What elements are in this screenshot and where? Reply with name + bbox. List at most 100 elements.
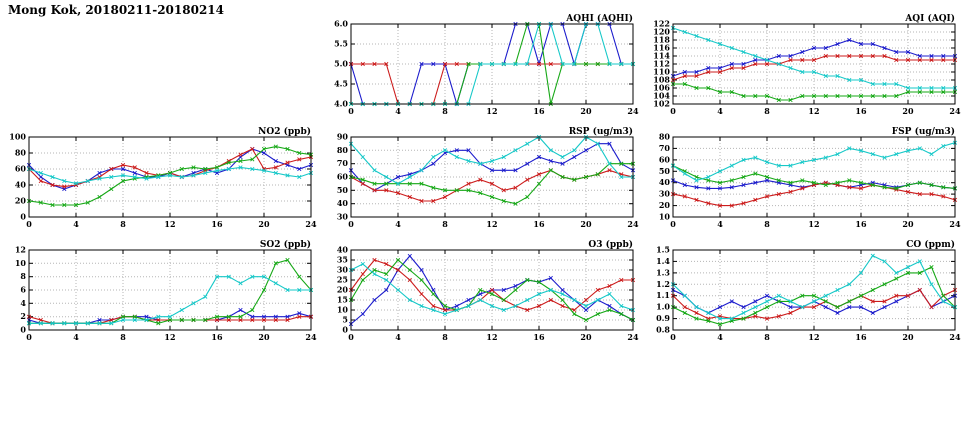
svg-text:RSP (ug/m3): RSP (ug/m3) xyxy=(569,126,633,137)
svg-text:20: 20 xyxy=(258,219,270,229)
svg-text:0: 0 xyxy=(20,325,26,335)
svg-text:24: 24 xyxy=(305,332,317,342)
svg-text:16: 16 xyxy=(855,332,867,342)
svg-text:NO2 (ppb): NO2 (ppb) xyxy=(258,126,311,137)
svg-text:O3 (ppb): O3 (ppb) xyxy=(588,239,633,250)
svg-text:24: 24 xyxy=(627,332,639,342)
svg-text:FSP (ug/m3): FSP (ug/m3) xyxy=(892,126,955,137)
svg-text:1.3: 1.3 xyxy=(656,267,670,277)
chart-aqhi: 4.0 4.5 5.0 5.5 6.0 0 4 8 12 16 20 24 AQHI (AQHI) xyxy=(324,13,646,117)
svg-text:4: 4 xyxy=(395,332,401,342)
svg-text:12: 12 xyxy=(15,245,26,255)
svg-text:108: 108 xyxy=(653,75,670,85)
svg-text:20: 20 xyxy=(337,285,349,295)
svg-text:0.8: 0.8 xyxy=(656,325,670,335)
svg-text:4: 4 xyxy=(73,332,79,342)
svg-text:60: 60 xyxy=(337,172,349,182)
svg-text:12: 12 xyxy=(164,332,175,342)
chart-so2: 0 2 4 6 8 10 12 0 4 8 12 16 20 24 SO2 (ppb) xyxy=(2,239,324,343)
svg-text:1.0: 1.0 xyxy=(656,302,670,312)
svg-text:2: 2 xyxy=(20,311,26,321)
svg-text:16: 16 xyxy=(533,106,545,116)
svg-text:20: 20 xyxy=(902,219,914,229)
chart-aqi: 102 104 106 108 110 112 114 116 118 120 122 0 4 8 12 16… xyxy=(646,13,968,117)
svg-text:116: 116 xyxy=(653,43,670,53)
svg-text:20: 20 xyxy=(580,219,592,229)
svg-text:20: 20 xyxy=(258,332,270,342)
svg-text:70: 70 xyxy=(659,143,671,153)
svg-text:30: 30 xyxy=(659,189,671,199)
svg-text:80: 80 xyxy=(659,132,671,142)
svg-text:4: 4 xyxy=(395,219,401,229)
svg-text:4: 4 xyxy=(717,219,723,229)
svg-text:10: 10 xyxy=(15,258,27,268)
svg-text:12: 12 xyxy=(486,332,497,342)
svg-text:20: 20 xyxy=(659,200,671,210)
chart-no2: 0 20 40 60 80 100 0 4 8 12 16 20 24 NO2 (ppb) xyxy=(2,126,324,230)
svg-text:6.0: 6.0 xyxy=(334,19,348,29)
svg-text:24: 24 xyxy=(305,219,317,229)
svg-text:8: 8 xyxy=(764,219,770,229)
svg-text:1.1: 1.1 xyxy=(656,290,670,300)
svg-text:4: 4 xyxy=(717,332,723,342)
svg-text:80: 80 xyxy=(15,148,27,158)
svg-text:112: 112 xyxy=(653,59,670,69)
svg-text:24: 24 xyxy=(627,219,639,229)
svg-text:0.9: 0.9 xyxy=(656,313,670,323)
svg-text:4: 4 xyxy=(395,106,401,116)
svg-text:0: 0 xyxy=(26,332,32,342)
chart-o3: 0 5 10 15 20 25 30 35 40 0 4 8 12 16 20 24 O3 (ppb) xyxy=(324,239,646,343)
svg-text:106: 106 xyxy=(653,83,670,93)
svg-text:16: 16 xyxy=(533,219,545,229)
svg-text:10: 10 xyxy=(337,305,349,315)
svg-text:114: 114 xyxy=(653,51,670,61)
svg-text:12: 12 xyxy=(164,219,175,229)
svg-text:8: 8 xyxy=(20,271,26,281)
svg-text:50: 50 xyxy=(659,166,671,176)
chart-svg: 0 20 40 60 80 100 0 4 8 12 16 20 24 NO2 (ppb) xyxy=(9,126,317,229)
svg-text:40: 40 xyxy=(337,245,349,255)
svg-text:12: 12 xyxy=(486,219,497,229)
chart-grid: 4.0 4.5 5.0 5.5 6.0 0 4 8 12 16 20 24 AQHI (AQHI) 10… xyxy=(2,13,968,343)
svg-text:16: 16 xyxy=(211,332,223,342)
svg-text:20: 20 xyxy=(902,106,914,116)
svg-text:40: 40 xyxy=(659,177,671,187)
chart-co: 0.8 0.9 1.0 1.1 1.2 1.3 1.4 1.5 0 4 8 12 16 20 24 CO (p… xyxy=(646,239,968,343)
svg-text:24: 24 xyxy=(949,219,961,229)
svg-text:10: 10 xyxy=(659,212,671,222)
svg-text:CO (ppm): CO (ppm) xyxy=(906,239,955,250)
svg-text:12: 12 xyxy=(808,106,819,116)
svg-text:16: 16 xyxy=(211,219,223,229)
svg-text:25: 25 xyxy=(337,275,348,285)
svg-text:AQI (AQI): AQI (AQI) xyxy=(904,13,955,24)
svg-text:24: 24 xyxy=(627,106,639,116)
svg-text:118: 118 xyxy=(653,35,670,45)
svg-text:50: 50 xyxy=(337,185,349,195)
svg-text:30: 30 xyxy=(337,212,349,222)
svg-text:8: 8 xyxy=(442,219,448,229)
svg-text:0: 0 xyxy=(26,219,32,229)
svg-text:70: 70 xyxy=(337,158,349,168)
svg-text:24: 24 xyxy=(949,106,961,116)
svg-text:SO2 (ppb): SO2 (ppb) xyxy=(260,239,311,250)
svg-text:35: 35 xyxy=(337,255,348,265)
svg-text:16: 16 xyxy=(855,106,867,116)
svg-text:0: 0 xyxy=(348,219,354,229)
svg-text:4: 4 xyxy=(73,219,79,229)
svg-text:110: 110 xyxy=(653,67,670,77)
svg-text:24: 24 xyxy=(949,332,961,342)
svg-text:0: 0 xyxy=(348,332,354,342)
page-title: Mong Kok, 20180211-20180214 xyxy=(8,3,224,17)
svg-text:8: 8 xyxy=(120,332,126,342)
svg-text:15: 15 xyxy=(337,295,348,305)
svg-text:0: 0 xyxy=(670,106,676,116)
svg-text:30: 30 xyxy=(337,265,349,275)
svg-text:4: 4 xyxy=(717,106,723,116)
svg-text:8: 8 xyxy=(120,219,126,229)
svg-text:102: 102 xyxy=(653,99,670,109)
svg-text:1.5: 1.5 xyxy=(656,245,670,255)
svg-text:4.0: 4.0 xyxy=(334,99,348,109)
svg-text:1.4: 1.4 xyxy=(656,256,670,266)
